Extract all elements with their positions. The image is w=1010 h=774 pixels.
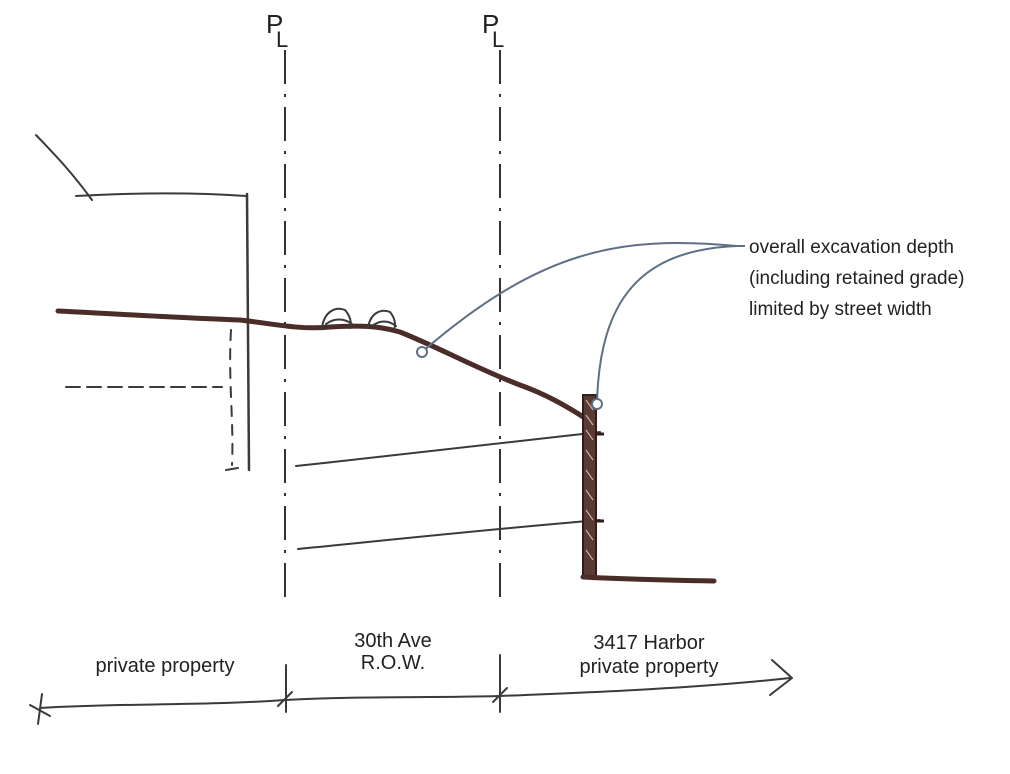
dimension-arrow-right [769,659,793,696]
zone-label: private property [580,656,719,678]
annotation-line-1: overall excavation depth [749,237,954,258]
leader-to-grade [421,241,738,353]
car-icon [321,307,353,329]
pl-right-p: P [482,9,499,39]
shoring-wall [582,394,604,578]
dimension-left-tick [29,693,51,725]
tieback-lower [297,519,601,550]
dimension-line [39,677,791,709]
excavation-bottom [580,574,717,584]
tieback-upper [295,431,601,467]
zone-label: 3417 Harbor [593,632,705,654]
zone-label: private property [96,655,235,677]
property-line-right-label: P L [482,9,504,52]
pl-right-l: L [492,27,504,52]
pl-left-p: P [266,9,283,39]
leader-marker-wall [591,398,603,410]
excavation-annotation: overall excavation depth (including reta… [749,237,964,320]
annotation-line-2: (including retained grade) [749,268,964,289]
leader-marker-grade [416,346,428,358]
zone-label: R.O.W. [361,652,425,674]
leader-to-wall [596,245,738,403]
pl-left-l: L [276,27,288,52]
left-building [35,134,251,472]
property-line-left-label: P L [266,9,288,52]
zone-right-of-way: 30th Ave R.O.W. [354,630,431,674]
dimension-tick [492,654,508,713]
zone-3417-harbor: 3417 Harbor private property [580,632,719,678]
existing-grade-line [55,308,591,423]
dimension-tick [277,664,293,713]
zone-private-property: private property [96,655,235,677]
car-icon [367,309,397,331]
annotation-line-3: limited by street width [749,299,932,320]
zone-label: 30th Ave [354,630,431,652]
